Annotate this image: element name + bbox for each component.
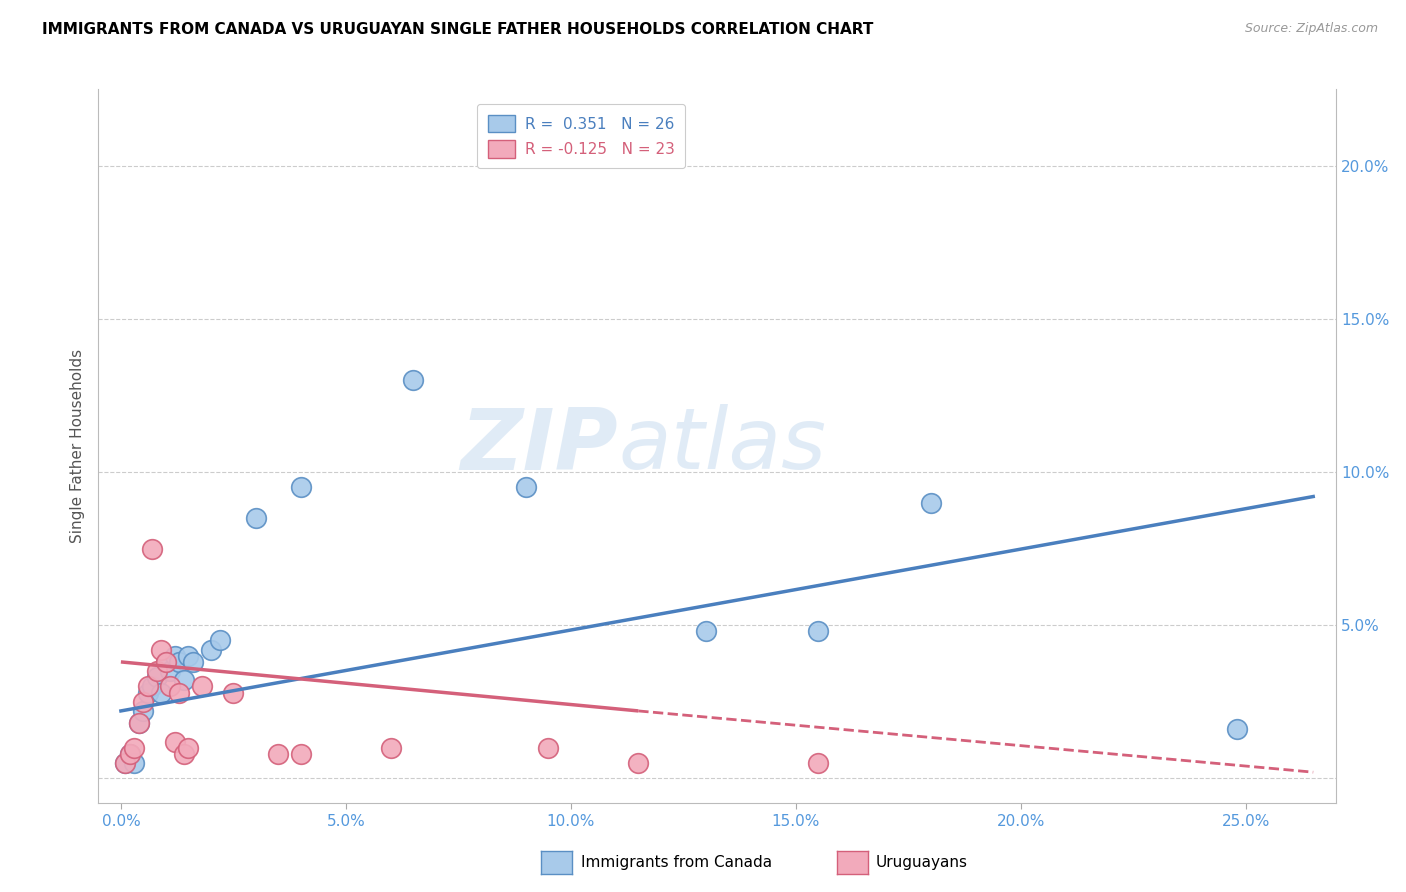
Text: Immigrants from Canada: Immigrants from Canada (581, 855, 772, 870)
Point (222, 685, 245, 699)
Point (1226, 723, 1249, 737)
Point (150, 685, 173, 699)
Point (163, 648, 186, 663)
Point (181, 655, 204, 669)
Point (159, 664, 181, 678)
Point (159, 680, 181, 694)
Y-axis label: Single Father Households: Single Father Households (70, 349, 86, 543)
Point (136, 680, 159, 694)
Point (402, 373, 425, 387)
Point (163, 734, 186, 748)
Point (290, 480, 312, 494)
Point (169, 655, 191, 669)
Point (627, 756, 650, 770)
Point (380, 740, 402, 755)
Point (146, 670, 169, 684)
Point (695, 624, 717, 639)
Legend: R =  0.351   N = 26, R = -0.125   N = 23: R = 0.351 N = 26, R = -0.125 N = 23 (477, 104, 685, 169)
Point (114, 756, 136, 770)
Point (118, 747, 141, 761)
Point (290, 747, 312, 761)
Point (537, 740, 560, 755)
Point (128, 716, 150, 731)
Point (155, 655, 177, 669)
Point (136, 685, 159, 699)
Point (132, 704, 155, 718)
Point (200, 642, 222, 657)
Point (173, 747, 195, 761)
Point (208, 633, 231, 648)
Point (169, 685, 191, 699)
Point (920, 496, 942, 510)
Point (150, 642, 173, 657)
Point (267, 747, 290, 761)
Point (132, 695, 155, 709)
Point (177, 648, 200, 663)
Point (146, 664, 169, 678)
Point (177, 740, 200, 755)
Point (191, 680, 214, 694)
Point (118, 747, 141, 761)
Text: atlas: atlas (619, 404, 827, 488)
Text: IMMIGRANTS FROM CANADA VS URUGUAYAN SINGLE FATHER HOUSEHOLDS CORRELATION CHART: IMMIGRANTS FROM CANADA VS URUGUAYAN SING… (42, 22, 873, 37)
Point (807, 624, 830, 639)
Point (124, 756, 146, 770)
Point (141, 541, 163, 556)
Text: Uruguayans: Uruguayans (876, 855, 967, 870)
Text: Source: ZipAtlas.com: Source: ZipAtlas.com (1244, 22, 1378, 36)
Point (173, 673, 195, 688)
Text: ZIP: ZIP (460, 404, 619, 488)
Point (114, 756, 136, 770)
Point (141, 680, 163, 694)
Point (124, 740, 146, 755)
Point (245, 511, 267, 525)
Point (128, 716, 150, 731)
Point (515, 480, 537, 494)
Point (807, 756, 830, 770)
Point (155, 655, 177, 669)
